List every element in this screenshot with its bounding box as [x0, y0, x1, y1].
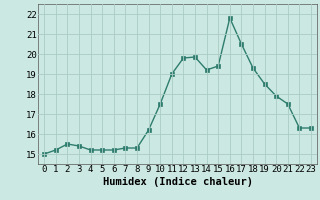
- X-axis label: Humidex (Indice chaleur): Humidex (Indice chaleur): [103, 177, 252, 187]
